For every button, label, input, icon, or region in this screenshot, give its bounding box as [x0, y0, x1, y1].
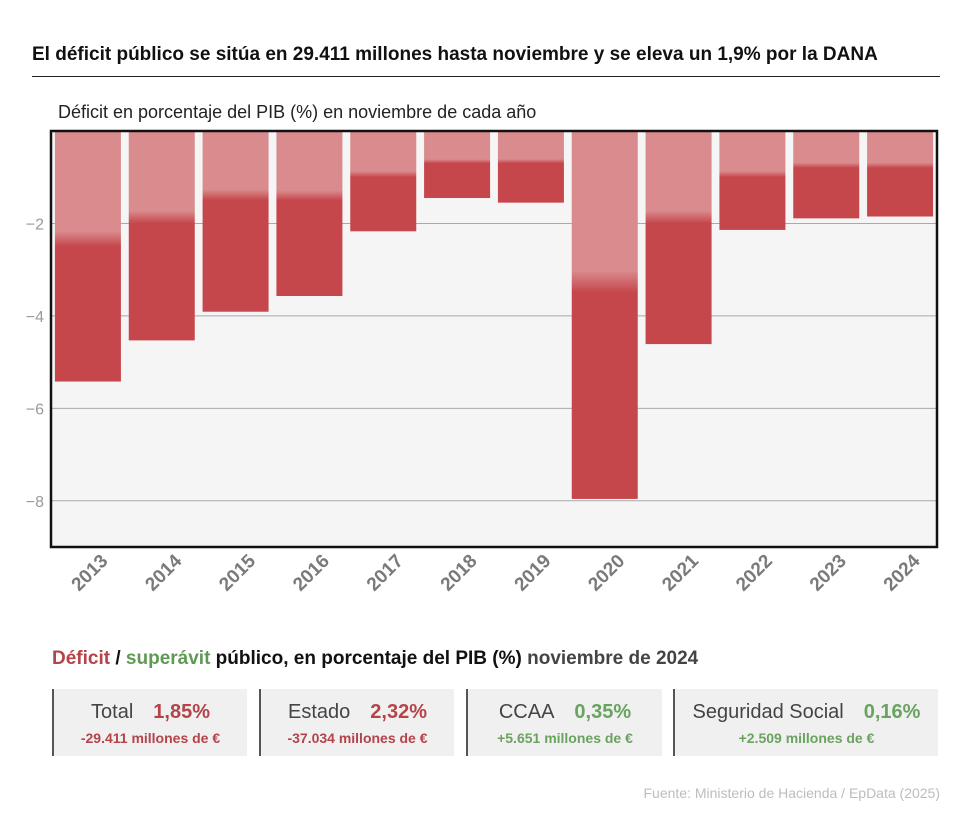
x-tick-label: 2019	[511, 551, 556, 596]
card-amount: -37.034 millones de €	[287, 730, 428, 746]
x-tick-label: 2013	[68, 551, 113, 596]
card-label: Seguridad Social	[692, 701, 844, 723]
card-total: Total 1,85% -29.411 millones de €	[52, 689, 247, 756]
card-seguridad-social: Seguridad Social 0,16% +2.509 millones de…	[673, 689, 938, 756]
x-tick-label: 2024	[880, 550, 925, 595]
summary-title: Déficit / superávit público, en porcenta…	[52, 648, 698, 670]
card-value: 2,32%	[370, 701, 427, 723]
plot-frame	[49, 129, 939, 549]
card-estado: Estado 2,32% -37.034 millones de €	[259, 689, 454, 756]
x-tick-label: 2018	[437, 551, 482, 596]
y-tick-label: −6	[26, 401, 44, 418]
card-amount: -29.411 millones de €	[80, 730, 221, 746]
card-label: Estado	[288, 701, 351, 723]
bar-2023	[793, 131, 860, 219]
bar-2020	[571, 131, 638, 499]
summary-title-separator: /	[110, 648, 126, 669]
x-tick-label: 2020	[584, 551, 629, 596]
headline-rule	[32, 76, 940, 77]
card-amount: +5.651 millones de €	[497, 730, 633, 746]
bar-chart: −2 −4 −6 −8 2013 2014 2015 2016 2017 2018 2019 2020…	[26, 129, 939, 596]
card-amount: +2.509 millones de €	[738, 730, 875, 746]
summary-title-period: noviembre de 2024	[527, 648, 699, 669]
card-value: 0,35%	[574, 701, 632, 723]
x-tick-label: 2014	[141, 550, 186, 595]
bar-2014	[128, 131, 195, 341]
bar-2022	[719, 131, 786, 230]
x-tick-label: 2023	[806, 551, 851, 596]
y-tick-label: −4	[26, 309, 44, 326]
card-label: Total	[91, 701, 134, 723]
card-value: 1,85%	[153, 701, 210, 723]
summary-title-superavit: superávit	[125, 648, 211, 669]
x-tick-label: 2022	[732, 551, 777, 596]
x-tick-label: 2015	[215, 550, 260, 595]
card-value: 0,16%	[863, 701, 921, 723]
bar-2017	[350, 131, 417, 232]
source-note: Fuente: Ministerio de Hacienda / EpData …	[643, 785, 941, 801]
y-tick-label: −8	[26, 494, 44, 511]
bar-2019	[497, 131, 564, 203]
bar-2016	[276, 131, 343, 297]
bar-2021	[645, 131, 712, 345]
plot-background	[51, 131, 937, 547]
bar-2018	[424, 131, 491, 199]
bar-2015	[202, 131, 269, 312]
x-tick-label: 2016	[289, 551, 334, 596]
x-tick-label: 2021	[658, 550, 703, 595]
summary-title-deficit: Déficit	[52, 648, 111, 669]
card-ccaa: CCAA 0,35% +5.651 millones de €	[466, 689, 662, 756]
chart-subtitle: Déficit en porcentaje del PIB (%) en nov…	[58, 102, 537, 122]
y-tick-label: −2	[26, 216, 44, 233]
bar-2013	[54, 131, 121, 382]
card-label: CCAA	[498, 701, 555, 723]
headline: El déficit público se sitúa en 29.411 mi…	[32, 44, 878, 65]
summary-title-middle: público, en porcentaje del PIB (%)	[210, 648, 528, 669]
bar-2024	[867, 131, 934, 217]
x-tick-label: 2017	[363, 551, 408, 596]
